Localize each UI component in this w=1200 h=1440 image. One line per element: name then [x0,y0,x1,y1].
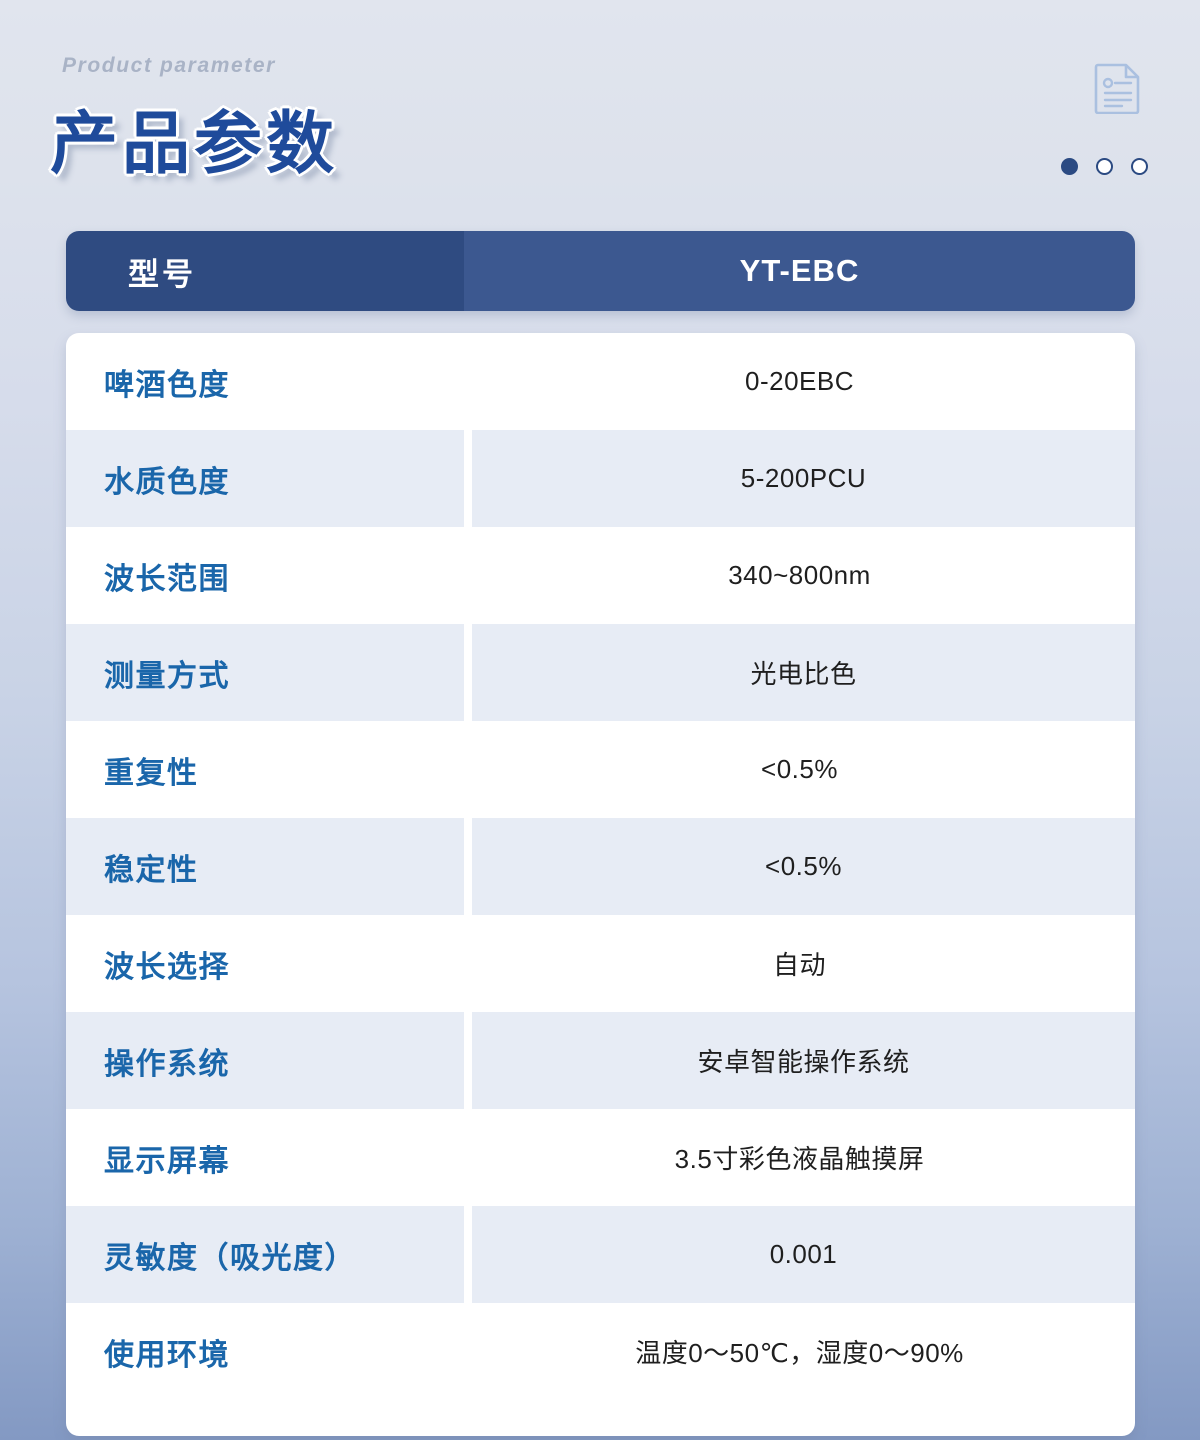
row-label: 测量方式 [66,624,464,721]
row-value: 0.001 [472,1206,1135,1303]
row-value: 5-200PCU [472,430,1135,527]
table-row: 水质色度 5-200PCU [66,430,1135,527]
spec-table-header-row: 型号 YT-EBC [66,231,1135,311]
table-row: 使用环境 温度0～50℃，湿度0～90% [66,1303,1135,1400]
row-value: 温度0～50℃，湿度0～90% [635,1338,964,1368]
page-title: 产品参数 [50,106,339,182]
spec-header-label: 型号 [66,231,464,311]
row-value: 自动 [772,950,826,980]
table-row: 重复性 <0.5% [66,721,1135,818]
row-value: <0.5% [761,754,838,784]
row-value: 3.5寸彩色液晶触摸屏 [674,1144,925,1174]
row-label: 重复性 [104,756,199,790]
spec-table-body: 啤酒色度 0-20EBC 水质色度 5-200PCU 波长范围 340~800n… [66,333,1135,1436]
row-value: 0-20EBC [745,366,854,396]
row-value: 340~800nm [728,560,871,590]
row-label: 啤酒色度 [104,368,230,402]
table-row: 稳定性 <0.5% [66,818,1135,915]
document-icon [1094,62,1142,114]
spec-table: 型号 YT-EBC 啤酒色度 0-20EBC 水质色度 5-200PCU 波长范… [66,231,1135,1436]
row-label: 稳定性 [66,818,464,915]
row-label: 波长选择 [104,950,230,984]
table-row: 测量方式 光电比色 [66,624,1135,721]
table-row: 显示屏幕 3.5寸彩色液晶触摸屏 [66,1109,1135,1206]
table-row: 啤酒色度 0-20EBC [66,333,1135,430]
table-row: 波长选择 自动 [66,915,1135,1012]
page-header: Product parameter 产品参数 [0,0,1200,225]
row-label: 波长范围 [104,562,230,596]
row-value: 安卓智能操作系统 [472,1012,1135,1109]
table-row: 波长范围 340~800nm [66,527,1135,624]
row-label: 显示屏幕 [104,1144,230,1178]
row-value: <0.5% [472,818,1135,915]
table-row: 灵敏度（吸光度） 0.001 [66,1206,1135,1303]
eyebrow-text: Product parameter [62,54,276,77]
spec-header-value: YT-EBC [464,231,1135,311]
row-label: 灵敏度（吸光度） [66,1206,464,1303]
table-row: 操作系统 安卓智能操作系统 [66,1012,1135,1109]
pagination-dot-3[interactable] [1131,158,1148,175]
pagination-dot-2[interactable] [1096,158,1113,175]
row-label: 操作系统 [66,1012,464,1109]
row-label: 水质色度 [66,430,464,527]
pagination-dot-1[interactable] [1061,158,1078,175]
pagination-dots[interactable] [1061,158,1148,175]
row-label: 使用环境 [104,1338,230,1372]
row-value: 光电比色 [472,624,1135,721]
